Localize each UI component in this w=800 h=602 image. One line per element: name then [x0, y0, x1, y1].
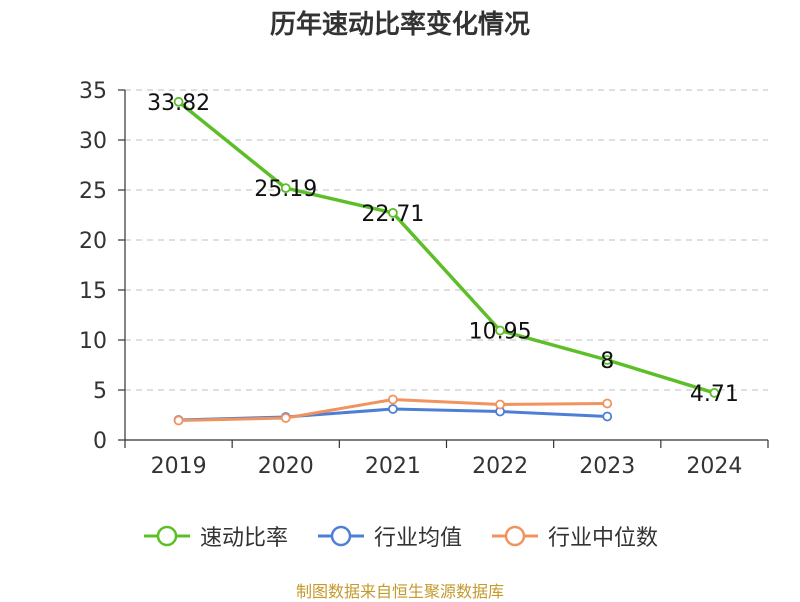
- legend-item[interactable]: 行业中位数: [490, 520, 658, 552]
- x-tick-label: 2021: [365, 454, 421, 479]
- legend-item[interactable]: 行业均值: [316, 520, 462, 552]
- y-tick-label: 20: [79, 229, 107, 254]
- data-label: 4.71: [690, 382, 739, 407]
- data-point: [602, 398, 613, 409]
- data-label: 22.71: [361, 202, 424, 227]
- y-tick-label: 30: [79, 129, 107, 154]
- legend-label: 速动比率: [199, 526, 288, 551]
- data-point: [602, 355, 613, 365]
- legend-line-icon: [492, 525, 538, 547]
- legend-item[interactable]: 速动比率: [142, 520, 288, 552]
- data-point: [388, 404, 398, 414]
- x-tick-label: 2024: [686, 454, 742, 479]
- data-point: [280, 413, 291, 423]
- data-point: [173, 96, 184, 107]
- x-tick-label: 2020: [258, 454, 314, 479]
- data-label: 10.95: [469, 320, 532, 345]
- y-tick-label: 5: [93, 379, 107, 404]
- data-point: [388, 207, 398, 218]
- data-point: [495, 325, 505, 336]
- source-note: 制图数据来自恒生聚源数据库: [295, 582, 504, 601]
- chart-title: 历年速动比率变化情况: [269, 10, 530, 40]
- data-label: 33.82: [147, 91, 210, 116]
- y-tick-label: 0: [93, 429, 107, 454]
- y-tick-label: 25: [79, 179, 107, 204]
- legend-label: 行业中位数: [548, 526, 659, 551]
- y-tick-label: 35: [79, 79, 107, 104]
- series-line-0: [177, 100, 715, 395]
- data-point: [280, 183, 291, 194]
- legend: 速动比率 行业均值 行业中位数: [0, 520, 800, 552]
- x-tick-label: 2022: [472, 454, 528, 479]
- data-label: 8: [600, 349, 614, 374]
- legend-line-icon: [317, 525, 364, 547]
- legend-label: 行业均值: [373, 526, 462, 551]
- data-point: [709, 387, 720, 398]
- x-tick-label: 2023: [579, 454, 635, 479]
- data-label: 25.19: [254, 177, 317, 202]
- x-tick-label: 2019: [151, 454, 207, 479]
- data-point: [602, 411, 613, 422]
- data-point: [173, 415, 184, 426]
- data-point: [495, 399, 505, 410]
- legend-line-icon: [143, 525, 190, 547]
- data-point: [388, 394, 398, 405]
- y-tick-label: 10: [79, 329, 107, 354]
- y-tick-label: 15: [79, 279, 107, 304]
